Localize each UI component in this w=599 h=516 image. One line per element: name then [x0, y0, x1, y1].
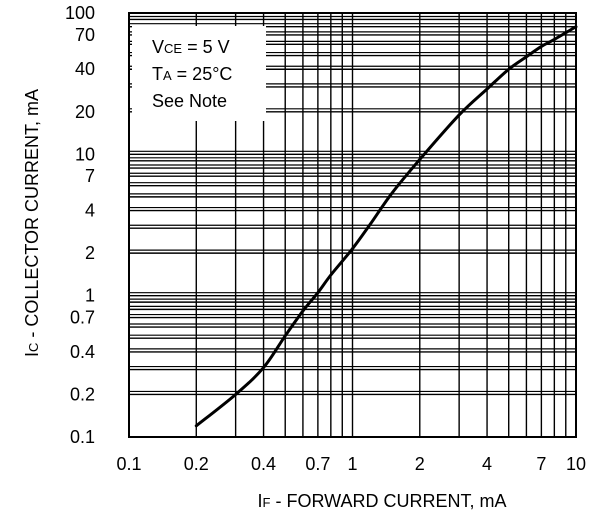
y-tick-label: 0.4: [70, 342, 95, 362]
y-tick-label: 70: [75, 25, 95, 45]
y-tick-label: 1: [85, 286, 95, 306]
plot-border: [128, 12, 577, 438]
x-tick-label: 0.2: [184, 454, 209, 474]
x-axis-label: IF - FORWARD CURRENT, mA: [258, 491, 507, 511]
y-tick-label: 20: [75, 102, 95, 122]
y-axis-label: IC - COLLECTOR CURRENT, mA: [22, 89, 42, 357]
y-tick-label: 0.1: [70, 427, 95, 447]
x-tick-label: 4: [482, 454, 492, 474]
x-tick-labels: 0.1 0.2 0.4 0.7 1 2 4 7 10: [116, 454, 586, 474]
y-tick-label: 0.7: [70, 308, 95, 328]
x-tick-label: 0.4: [251, 454, 276, 474]
y-tick-label: 2: [85, 243, 95, 263]
x-tick-label: 2: [415, 454, 425, 474]
annotation-ta: TA = 25°C: [152, 64, 232, 84]
plot-frame: [128, 12, 577, 438]
annotation-group: VCE = 5 V TA = 25°C See Note: [152, 37, 232, 111]
y-tick-label: 10: [75, 144, 95, 164]
x-tick-label: 10: [566, 454, 586, 474]
x-tick-label: 0.1: [116, 454, 141, 474]
x-tick-label: 0.7: [305, 454, 330, 474]
series-line-0: [194, 25, 578, 428]
annotation-vce: VCE = 5 V: [152, 37, 230, 57]
series-layer: [194, 25, 578, 428]
y-tick-label: 0.2: [70, 384, 95, 404]
annotation-see-note: See Note: [152, 91, 227, 111]
y-tick-label: 4: [85, 201, 95, 221]
annotation-box: [132, 26, 266, 121]
y-tick-label: 40: [75, 59, 95, 79]
y-tick-label: 7: [85, 166, 95, 186]
x-tick-label: 7: [536, 454, 546, 474]
x-tick-label: 1: [347, 454, 357, 474]
y-tick-label: 100: [65, 3, 95, 23]
